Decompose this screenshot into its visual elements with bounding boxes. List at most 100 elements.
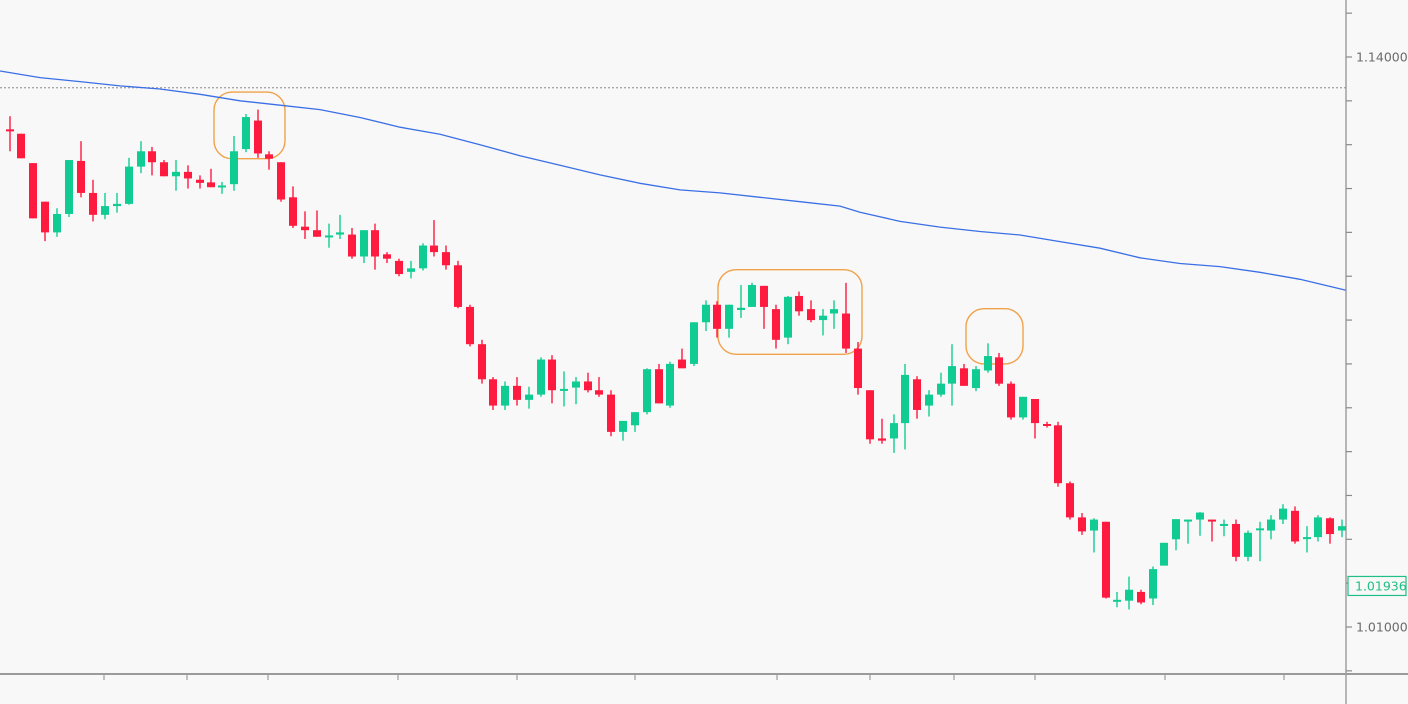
last-price-value: 1.01936 (1355, 578, 1407, 593)
candle (572, 377, 580, 405)
moving-average-line (0, 70, 1347, 291)
candle (77, 141, 85, 198)
candle (29, 163, 37, 219)
candle (607, 390, 615, 437)
candle (690, 322, 698, 367)
highlight-box (213, 91, 286, 160)
candle (1137, 589, 1145, 605)
candle (584, 372, 592, 393)
time-axis[interactable] (0, 673, 1408, 680)
candle (713, 301, 721, 338)
candle (1113, 591, 1121, 608)
candle (1031, 399, 1039, 439)
candle (795, 291, 803, 316)
candle (301, 211, 309, 239)
candle (842, 282, 850, 353)
candle (1326, 517, 1334, 544)
candle (1220, 519, 1228, 537)
candle (807, 300, 815, 323)
candle (548, 355, 556, 404)
candle (1149, 566, 1157, 606)
candle (1244, 530, 1252, 562)
candle (595, 377, 603, 397)
candle (196, 175, 204, 189)
candle (1160, 542, 1168, 566)
candle (854, 342, 862, 395)
last-price-tag: 1.01936 (1347, 575, 1407, 597)
candle (1066, 481, 1074, 520)
candle (277, 162, 285, 202)
candle (6, 116, 14, 152)
price-axis[interactable]: 1.14000 1.01000 1.01936 (1345, 0, 1408, 704)
candle (772, 304, 780, 349)
candle (984, 343, 992, 373)
candle (1196, 512, 1204, 536)
candle (41, 201, 49, 242)
candle (702, 300, 710, 332)
candle (1102, 521, 1110, 599)
candle (184, 165, 192, 189)
candle (89, 179, 97, 222)
candle (1303, 526, 1311, 553)
candle (113, 192, 121, 213)
candle (383, 252, 391, 264)
candle (489, 377, 497, 410)
candle (478, 339, 486, 384)
candle (878, 418, 886, 444)
candle (830, 300, 838, 329)
candle (395, 258, 403, 277)
candle (1208, 519, 1216, 542)
candle (1232, 519, 1240, 562)
candle (1314, 515, 1322, 542)
candle (890, 414, 898, 453)
candle (972, 366, 980, 392)
candle (419, 243, 427, 271)
candle (125, 157, 133, 205)
candle (371, 223, 379, 270)
candle (784, 295, 792, 345)
candle (265, 151, 273, 170)
candle (1338, 519, 1346, 538)
candle (1019, 396, 1027, 420)
candle (172, 160, 180, 191)
candle (937, 372, 945, 397)
candle (348, 228, 356, 259)
candle (631, 412, 639, 432)
candle (560, 371, 568, 407)
candle (148, 146, 156, 176)
candle (1256, 521, 1264, 562)
candle (913, 376, 921, 419)
candle (65, 160, 73, 218)
candle (160, 160, 168, 177)
candle (313, 210, 321, 237)
candle (360, 230, 368, 264)
candle (643, 368, 651, 415)
candle (760, 285, 768, 329)
candle (53, 208, 61, 237)
candle (1184, 519, 1192, 544)
candle (1291, 506, 1299, 544)
candle (1267, 515, 1275, 540)
candle (748, 282, 756, 307)
candle (289, 186, 297, 228)
candle (454, 260, 462, 309)
candle (325, 223, 333, 248)
candle (218, 181, 226, 194)
candles (6, 109, 1346, 610)
candle (948, 344, 956, 406)
candle (655, 363, 663, 404)
candle (501, 381, 509, 410)
candle (1090, 518, 1098, 553)
candle (537, 357, 545, 397)
candle (207, 168, 215, 188)
candle (442, 245, 450, 270)
candle (254, 109, 262, 158)
candle (525, 386, 533, 409)
price-label-1.14000: 1.14000 (1356, 50, 1408, 65)
candle (737, 285, 745, 318)
candle (430, 220, 438, 257)
candle (995, 352, 1003, 386)
highlight-box (965, 307, 1024, 365)
